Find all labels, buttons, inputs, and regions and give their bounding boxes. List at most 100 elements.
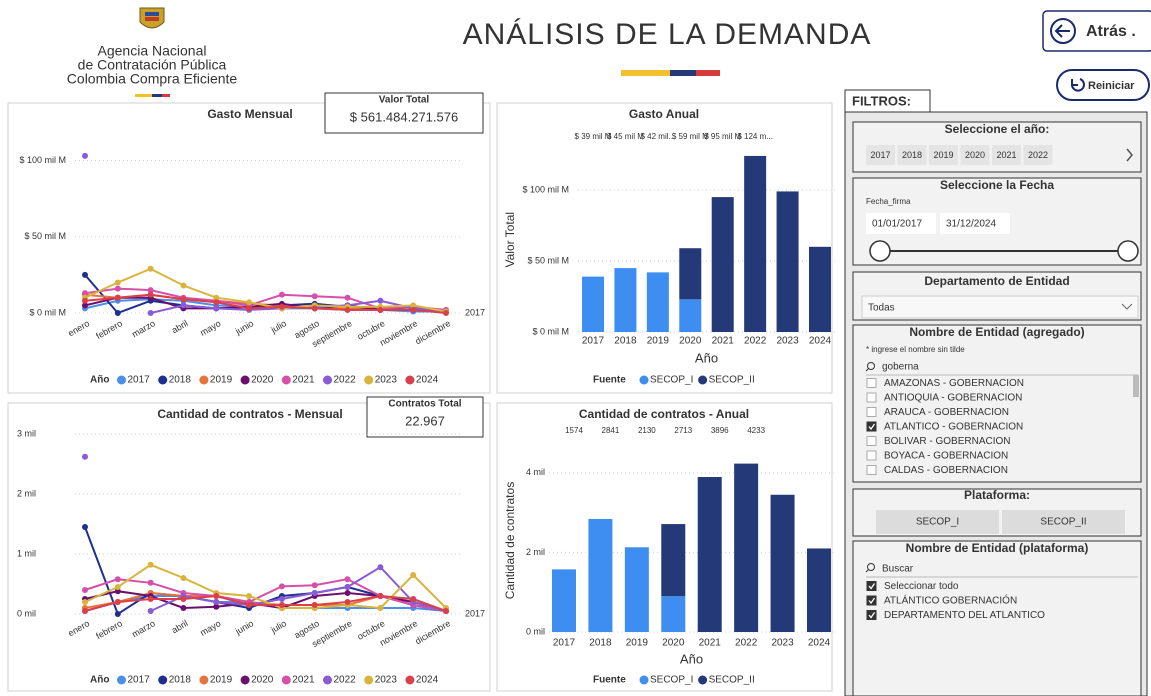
checkmark[interactable] <box>868 612 876 619</box>
data-point <box>114 584 121 590</box>
x-tick-label: 2019 <box>626 638 649 649</box>
y-axis-title: Valor Total <box>503 212 517 268</box>
y-tick-label: 4 mil <box>526 467 545 477</box>
checkbox[interactable] <box>866 407 877 417</box>
filter-title: Nombre de Entidad (plataforma) <box>906 541 1089 555</box>
search-icon <box>865 569 869 573</box>
platform-option[interactable] <box>876 510 999 534</box>
total-label: $ 124 m... <box>737 132 773 141</box>
year-option-label[interactable]: 2018 <box>902 150 922 160</box>
date-start[interactable]: 01/01/2017 <box>872 219 922 230</box>
legend-label: 2019 <box>210 675 233 686</box>
date-end[interactable]: 31/12/2024 <box>946 219 996 230</box>
checkbox-label[interactable]: Seleccionar todo <box>884 581 959 592</box>
chart-title: Gasto Mensual <box>207 107 292 121</box>
data-point <box>114 285 121 292</box>
checkbox-label[interactable]: BOLIVAR - GOBERNACION <box>884 436 1011 447</box>
checkbox-label[interactable]: ARAUCA - GOBERNACION <box>884 407 1009 418</box>
platform-option-label[interactable]: SECOP_II <box>1040 517 1086 528</box>
legend-label: SECOP_I <box>650 675 693 686</box>
back-icon[interactable] <box>1050 18 1076 44</box>
bar <box>588 518 613 632</box>
back-button[interactable]: Atrás . <box>1042 10 1151 52</box>
year-option[interactable] <box>1023 145 1053 165</box>
data-point <box>82 524 88 530</box>
reset-label[interactable]: Reiniciar <box>1088 80 1135 92</box>
checkbox-label[interactable]: CALDAS - GOBERNACION <box>884 465 1008 476</box>
y-tick-label: $ 0 mil M <box>29 307 66 317</box>
data-point <box>311 590 318 596</box>
checkbox[interactable] <box>866 450 877 461</box>
x-tick-label: 2017 <box>582 336 605 347</box>
back-label[interactable]: Atrás . <box>1086 23 1136 40</box>
year-option-label[interactable]: 2022 <box>1028 150 1048 160</box>
checkbox-label[interactable]: ATLÁNTICO GOBERNACIÓN <box>884 594 1017 607</box>
bar <box>807 548 831 632</box>
reset-icon[interactable] <box>1071 78 1085 92</box>
checkbox[interactable] <box>866 581 877 591</box>
checkbox[interactable] <box>866 436 877 446</box>
checkmark[interactable] <box>868 423 876 431</box>
x-tick-label: 2018 <box>589 638 612 649</box>
series-line <box>84 594 447 612</box>
year-option[interactable] <box>866 145 895 165</box>
legend-swatch <box>158 675 168 685</box>
chart-title: Gasto Anual <box>629 107 699 121</box>
date-input[interactable] <box>940 213 1010 234</box>
back-arrow[interactable] <box>1054 24 1070 38</box>
y-tick-label: $ 50 mil M <box>24 231 66 241</box>
y-tick-label: 0 mil <box>17 608 36 618</box>
checkbox[interactable] <box>866 595 877 606</box>
page-title: ANÁLISIS DE LA DEMANDA <box>463 18 872 51</box>
checkmark[interactable] <box>868 583 876 590</box>
dropdown-chevron[interactable] <box>1121 303 1133 310</box>
checkbox[interactable] <box>866 610 877 620</box>
legend-swatch <box>405 375 415 385</box>
dropdown-value[interactable]: Todas <box>868 303 895 314</box>
x-tick-label: 2022 <box>735 638 758 649</box>
y-tick-label: 2 mil <box>17 488 36 498</box>
year-option[interactable] <box>992 145 1021 165</box>
platform-option-label[interactable]: SECOP_I <box>916 517 959 528</box>
dropdown[interactable] <box>861 295 1139 319</box>
total-label: 3896 <box>711 426 729 435</box>
data-point <box>443 608 449 614</box>
slider-handle[interactable] <box>869 240 891 262</box>
checkbox[interactable] <box>866 421 877 432</box>
year-next[interactable] <box>1126 148 1133 162</box>
kpi-value: 22.967 <box>405 413 445 428</box>
year-option[interactable] <box>929 145 958 165</box>
platform-option[interactable] <box>1002 510 1125 534</box>
year-option[interactable] <box>897 145 927 165</box>
reset-button-frame[interactable] <box>1056 69 1150 101</box>
checkbox[interactable] <box>866 392 877 403</box>
checkbox-label[interactable]: DEPARTAMENTO DEL ATLANTICO <box>884 610 1045 621</box>
checkbox[interactable] <box>866 378 877 388</box>
year-option[interactable] <box>960 145 990 165</box>
entity-search[interactable]: goberna <box>882 362 919 373</box>
data-point <box>377 297 384 304</box>
series-line <box>84 563 447 610</box>
checkbox-label[interactable]: ANTIOQUIA - GOBERNACION <box>884 393 1022 404</box>
legend-title: Año <box>90 675 109 686</box>
checkbox-label[interactable]: BOYACA - GOBERNACION <box>884 451 1008 462</box>
checkbox-label[interactable]: AMAZONAS - GOBERNACION <box>884 378 1024 389</box>
checkbox-label[interactable]: ATLANTICO - GOBERNACION <box>884 422 1023 433</box>
filter-title: Plataforma: <box>964 488 1030 502</box>
year-option-label[interactable]: 2020 <box>965 150 985 160</box>
year-option-label[interactable]: 2017 <box>870 150 890 160</box>
reset-button[interactable]: Reiniciar <box>1056 69 1150 101</box>
total-label: $ 59 mil M <box>672 132 709 141</box>
x-tick-label: 2023 <box>776 336 799 347</box>
filter-title: Seleccione el año: <box>945 122 1050 136</box>
entity-platform-search[interactable]: Buscar <box>882 564 914 575</box>
slider-handle[interactable] <box>1117 240 1139 262</box>
year-option-label[interactable]: 2021 <box>996 150 1016 160</box>
date-input[interactable] <box>866 213 936 234</box>
checkmark[interactable] <box>868 597 876 605</box>
legend-label: 2023 <box>375 675 398 686</box>
bar <box>734 463 759 632</box>
legend-label: 2021 <box>292 675 315 686</box>
year-option-label[interactable]: 2019 <box>933 150 953 160</box>
checkbox[interactable] <box>866 465 877 475</box>
